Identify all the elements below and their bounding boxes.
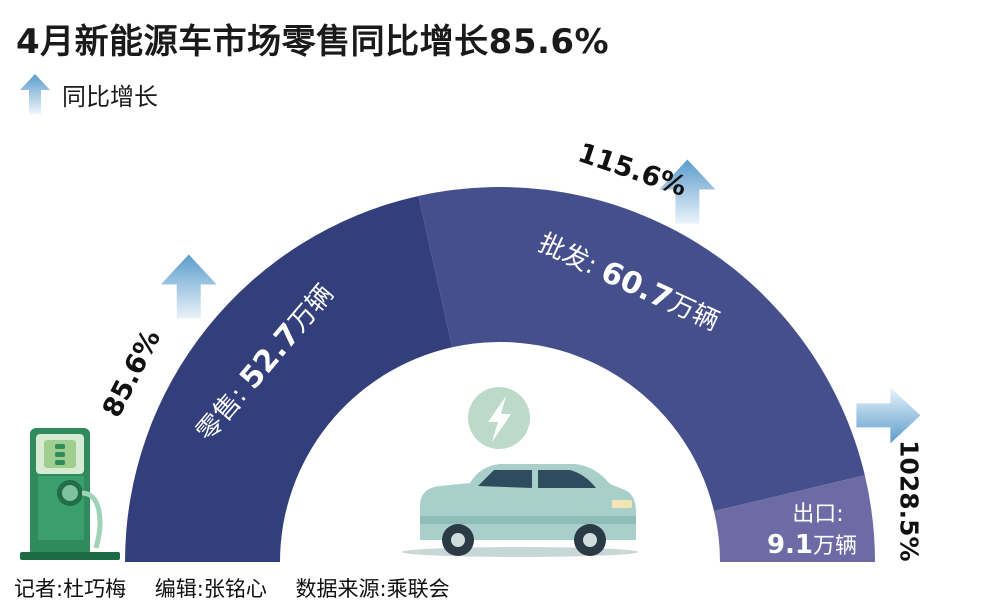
- lightning-bolt-icon: [468, 387, 530, 449]
- growth-label: 1028.5%: [894, 440, 923, 562]
- growth-label: 85.6%: [97, 325, 167, 423]
- growth-arrow-icon: [659, 159, 716, 224]
- segment-wholesale: [418, 187, 865, 512]
- segment-label-export-value: 9.1万辆: [767, 530, 857, 560]
- segment-label-export-name: 出口:: [792, 502, 843, 527]
- chart-segments: [125, 187, 875, 563]
- chart-title: 4月新能源车市场零售同比增长85.6%: [16, 22, 610, 62]
- source-credit: 数据来源:乘联会: [295, 577, 450, 601]
- legend-label: 同比增长: [62, 82, 158, 111]
- segment-export: [714, 475, 875, 562]
- growth-arrow-icon: [160, 254, 217, 319]
- reporter-credit: 记者:杜巧梅: [14, 577, 127, 601]
- electric-car-icon: [402, 464, 638, 557]
- credits: 记者:杜巧梅 编辑:张铭心 数据来源:乘联会: [14, 573, 472, 603]
- legend: 同比增长: [18, 72, 158, 116]
- editor-credit: 编辑:张铭心: [154, 577, 267, 601]
- segment-retail: [125, 195, 453, 563]
- ev-charger-icon: [20, 428, 120, 560]
- growth-arrow-icon: [856, 387, 921, 444]
- up-arrow-icon: [20, 74, 50, 114]
- growth-arrows: [160, 159, 921, 444]
- growth-label: 115.6%: [574, 138, 690, 203]
